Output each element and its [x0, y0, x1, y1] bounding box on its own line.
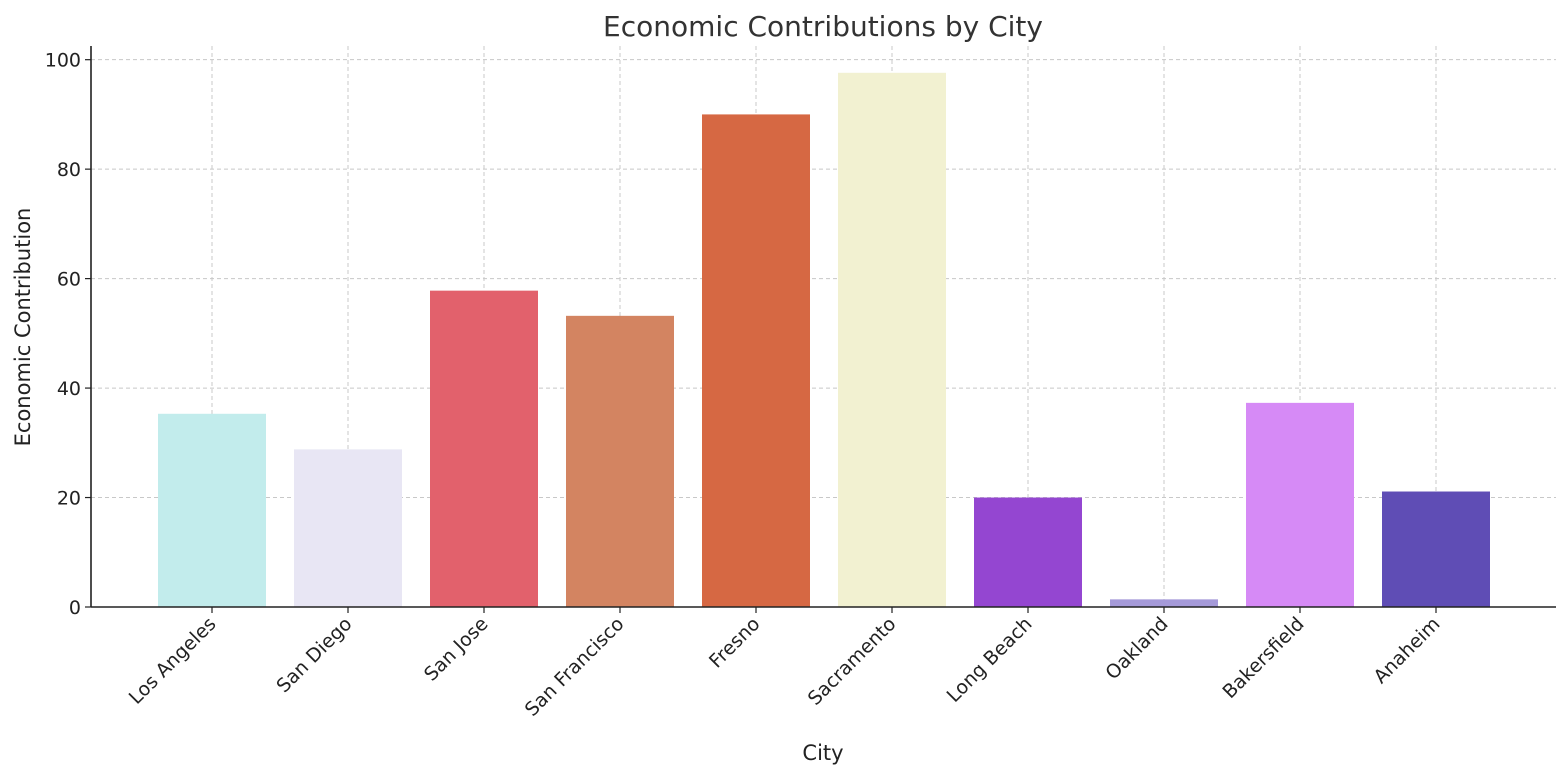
- bar: [1246, 402, 1354, 607]
- x-tick-label: Long Beach: [943, 613, 1037, 707]
- bar: [1382, 491, 1490, 607]
- x-tick-label: Oakland: [1101, 613, 1172, 684]
- axes: [90, 46, 1556, 608]
- x-tick-label: Sacramento: [804, 613, 901, 710]
- x-tick-label: San Francisco: [521, 613, 629, 721]
- bar: [294, 449, 402, 607]
- y-tick-label: 100: [45, 50, 81, 72]
- y-tick-label: 60: [57, 269, 81, 291]
- x-tick-label: Fresno: [705, 613, 765, 673]
- y-tick-label: 40: [57, 378, 81, 400]
- x-tick-label: San Diego: [272, 613, 356, 697]
- bar: [974, 497, 1082, 607]
- y-ticks: 0 20 40 60 80 100: [45, 50, 91, 619]
- bar: [702, 114, 810, 607]
- bar: [158, 413, 266, 607]
- bar: [838, 72, 946, 607]
- x-tick-label: Los Angeles: [125, 613, 221, 709]
- chart-title: Economic Contributions by City: [603, 10, 1043, 43]
- x-axis-label: City: [802, 741, 843, 765]
- x-ticks: Los Angeles San Diego San Jose San Francisc…: [125, 607, 1445, 721]
- y-axis-label: Economic Contribution: [11, 208, 35, 447]
- y-tick-label: 80: [57, 159, 81, 181]
- bars: [158, 72, 1490, 607]
- x-tick-label: Anaheim: [1369, 613, 1444, 688]
- y-tick-label: 20: [57, 488, 81, 510]
- bar: [430, 290, 538, 607]
- x-tick-label: Bakersfield: [1218, 613, 1308, 703]
- bar: [1110, 599, 1218, 607]
- y-tick-label: 0: [69, 597, 81, 619]
- bar: [566, 315, 674, 607]
- x-tick-label: San Jose: [420, 613, 493, 686]
